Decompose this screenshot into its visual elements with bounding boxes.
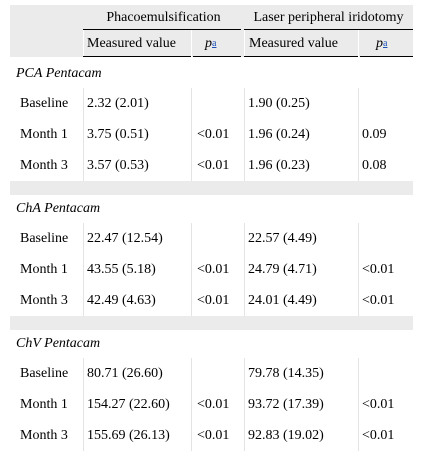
lpi-value-cell: 93.72 (17.39): [248, 396, 324, 412]
time-cell: Month 1: [20, 396, 68, 412]
header-group-row: Phacoemulsification Laser peripheral iri…: [10, 5, 413, 30]
table-row: Baseline 80.71 (26.60) 79.78 (14.35): [10, 358, 413, 390]
lpi-value-cell: 24.79 (4.71): [248, 261, 317, 277]
phaco-p-cell: <0.01: [197, 157, 230, 173]
section-label-row: PCA Pentacam: [10, 60, 413, 89]
phaco-value-cell: 22.47 (12.54): [87, 230, 163, 246]
section-label: PCA Pentacam: [16, 66, 102, 81]
lpi-value-cell: 79.78 (14.35): [248, 365, 324, 381]
time-cell: Baseline: [20, 95, 69, 111]
time-cell: Month 3: [20, 292, 68, 308]
phaco-value-cell: 154.27 (22.60): [87, 396, 170, 412]
phaco-p-cell: <0.01: [197, 126, 230, 142]
time-cell: Month 1: [20, 126, 68, 142]
lpi-value-cell: 24.01 (4.49): [248, 292, 317, 308]
lpi-value-cell: 1.96 (0.24): [248, 126, 310, 142]
lpi-value-cell: 92.83 (19.02): [248, 427, 324, 443]
lpi-value-cell: 22.57 (4.49): [248, 230, 317, 246]
table-row: Month 1 3.75 (0.51) <0.01 1.96 (0.24) 0.…: [10, 119, 413, 151]
group-rule-phaco: [83, 29, 241, 30]
lpi-p-cell: <0.01: [362, 396, 395, 412]
table-row: Baseline 2.32 (2.01) 1.90 (0.25): [10, 88, 413, 120]
phaco-value-cell: 155.69 (26.13): [87, 427, 170, 443]
section-label: ChA Pentacam: [16, 201, 101, 216]
phaco-value-cell: 3.57 (0.53): [87, 157, 149, 173]
lpi-value-cell: 1.96 (0.23): [248, 157, 310, 173]
table-row: Month 1 43.55 (5.18) <0.01 24.79 (4.71) …: [10, 254, 413, 286]
phaco-value-cell: 2.32 (2.01): [87, 95, 149, 111]
phaco-p-cell: [193, 88, 197, 119]
table-row: Month 3 3.57 (0.53) <0.01 1.96 (0.23) 0.…: [10, 150, 413, 182]
lpi-p-cell: 0.08: [362, 157, 387, 173]
lpi-p-cell: <0.01: [362, 261, 395, 277]
phaco-value-cell: 43.55 (5.18): [87, 261, 156, 277]
phaco-value-cell: 80.71 (26.60): [87, 365, 163, 381]
phaco-p-cell: <0.01: [197, 396, 230, 412]
table-row: Baseline 22.47 (12.54) 22.57 (4.49): [10, 223, 413, 255]
phaco-p-cell: [193, 223, 197, 254]
time-cell: Month 1: [20, 261, 68, 277]
table-row: Month 1 154.27 (22.60) <0.01 93.72 (17.3…: [10, 389, 413, 421]
group-title-phaco: Phacoemulsification: [106, 9, 221, 25]
p-symbol: p: [376, 35, 383, 51]
phaco-p-cell: <0.01: [197, 261, 230, 277]
column-rule: [193, 56, 241, 57]
section-label-row: ChA Pentacam: [10, 195, 413, 224]
phaco-value-cell: 3.75 (0.51): [87, 126, 149, 142]
table-row: Month 3 42.49 (4.63) <0.01 24.01 (4.49) …: [10, 285, 413, 317]
p-symbol: p: [205, 35, 212, 51]
lpi-p-cell: <0.01: [362, 427, 395, 443]
column-rule: [360, 56, 413, 57]
column-rule: [244, 56, 358, 57]
lpi-p-cell: <0.01: [362, 292, 395, 308]
time-cell: Baseline: [20, 365, 69, 381]
section-label-row: ChV Pentacam: [10, 330, 413, 359]
column-rule: [83, 56, 191, 57]
col-head-phaco-value: Measured value: [87, 35, 177, 51]
phaco-p-cell: [193, 358, 197, 389]
lpi-value-cell: 1.90 (0.25): [248, 95, 310, 111]
group-rule-lpi: [244, 29, 413, 30]
section-label: ChV Pentacam: [16, 336, 101, 351]
phaco-p-cell: <0.01: [197, 292, 230, 308]
table-row: Month 3 155.69 (26.13) <0.01 92.83 (19.0…: [10, 420, 413, 451]
time-cell: Month 3: [20, 157, 68, 173]
group-title-lpi: Laser peripheral iridotomy: [253, 9, 404, 25]
lpi-p-cell: 0.09: [362, 126, 387, 142]
time-cell: Month 3: [20, 427, 68, 443]
section-spacer: [10, 181, 413, 195]
footnote-link-a[interactable]: a: [383, 38, 388, 49]
section-spacer: [10, 316, 413, 330]
phaco-p-cell: <0.01: [197, 427, 230, 443]
col-head-lpi-value: Measured value: [249, 35, 339, 51]
footnote-link-a[interactable]: a: [212, 38, 217, 49]
time-cell: Baseline: [20, 230, 69, 246]
phaco-value-cell: 42.49 (4.63): [87, 292, 156, 308]
